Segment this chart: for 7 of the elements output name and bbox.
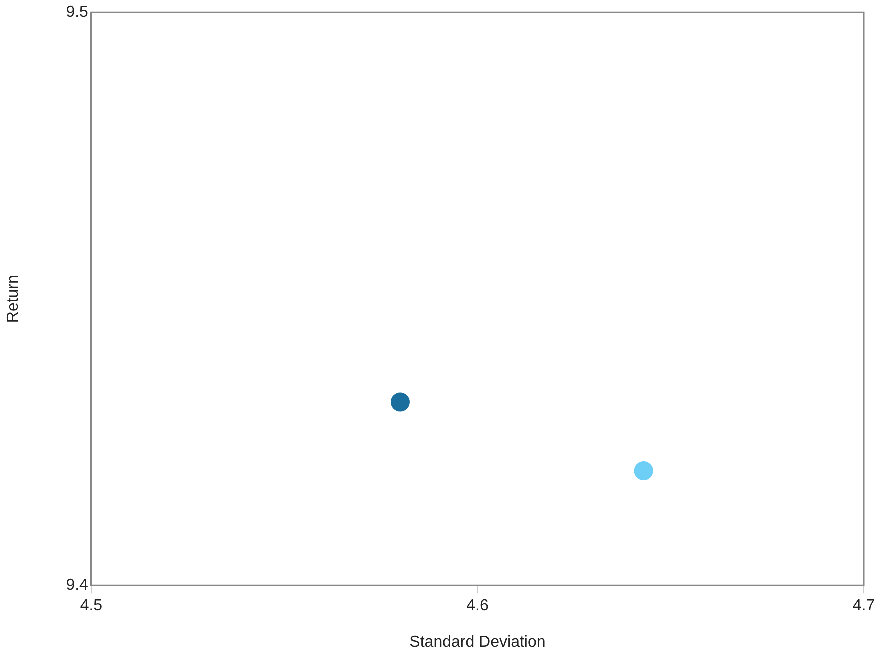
x-axis-title: Standard Deviation: [410, 634, 546, 651]
x-tick-label: 4.7: [852, 598, 876, 615]
x-tick-label: 4.6: [466, 598, 489, 615]
y-tick-label: 9.5: [66, 4, 89, 22]
x-tick-label: 4.5: [80, 598, 103, 615]
y-tick-label: 9.4: [66, 577, 89, 594]
y-axis-title: Return: [5, 275, 22, 324]
